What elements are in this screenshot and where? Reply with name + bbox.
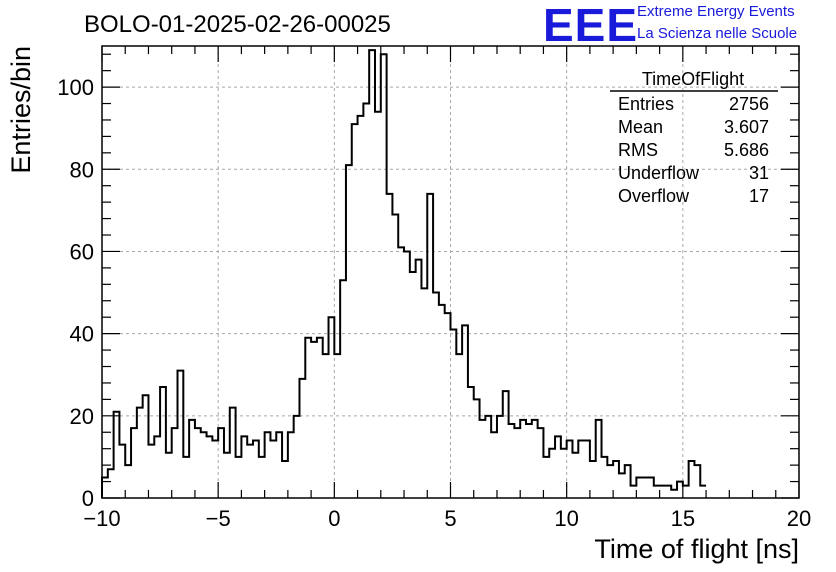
stats-value: 31 [749, 163, 769, 183]
x-tick-label: 0 [328, 506, 340, 531]
y-axis-label: Entries/bin [6, 46, 36, 174]
y-tick-label: 0 [82, 486, 94, 511]
stats-label: Underflow [618, 163, 700, 183]
y-tick-label: 80 [70, 157, 94, 182]
stats-value: 17 [749, 186, 769, 206]
x-tick-label: 5 [444, 506, 456, 531]
stats-value: 2756 [729, 94, 769, 114]
stats-value: 3.607 [724, 117, 769, 137]
x-tick-labels: −10 −5 0 5 10 15 20 [83, 506, 811, 531]
x-axis-label: Time of flight [ns] [594, 534, 799, 564]
stats-value: 5.686 [724, 140, 769, 160]
stats-title: TimeOfFlight [642, 69, 744, 89]
logo-line-2: La Scienza nelle Scuole [637, 25, 798, 42]
y-tick-labels: 0 20 40 60 80 100 [57, 75, 94, 511]
y-tick-label: 60 [70, 239, 94, 264]
x-tick-label: 10 [554, 506, 578, 531]
stats-label: RMS [618, 140, 658, 160]
y-tick-label: 100 [57, 75, 94, 100]
run-title: BOLO-01-2025-02-26-00025 [84, 11, 391, 38]
y-tick-label: 40 [70, 322, 94, 347]
stats-label: Entries [618, 94, 674, 114]
logo-line-1: Extreme Energy Events [637, 3, 795, 20]
axis-ticks [101, 46, 800, 499]
y-tick-label: 20 [70, 404, 94, 429]
x-tick-label: 20 [787, 506, 811, 531]
x-tick-label: 15 [671, 506, 695, 531]
grid-lines [102, 46, 799, 498]
stats-box: TimeOfFlight Entries 2756 Mean 3.607 RMS 5.68… [610, 69, 778, 206]
stats-rows: Entries 2756 Mean 3.607 RMS 5.686 Underflow 31 O… [618, 94, 769, 206]
stats-label: Mean [618, 117, 663, 137]
eee-logo: EEE [543, 0, 639, 51]
stats-label: Overflow [618, 186, 690, 206]
x-tick-label: −5 [206, 506, 231, 531]
x-tick-label: −10 [83, 506, 120, 531]
histogram-step-line [101, 49, 707, 498]
